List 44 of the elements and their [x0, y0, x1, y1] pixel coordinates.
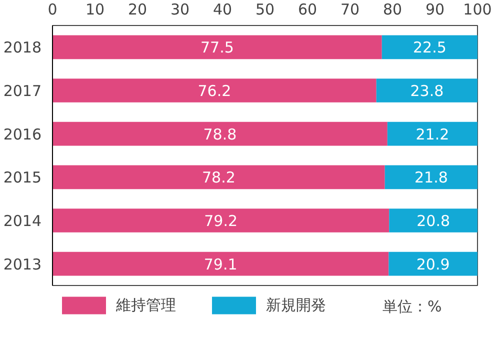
x-tick-label: 90: [425, 0, 445, 18]
bar: [52, 208, 390, 232]
y-tick-label: 2018: [3, 38, 42, 57]
bar: [52, 78, 376, 102]
x-tick-label: 40: [212, 0, 232, 18]
bar: [382, 35, 478, 60]
bar: [389, 208, 478, 232]
data-label: 76.2: [198, 82, 232, 100]
x-tick-label: 0: [48, 0, 58, 18]
y-tick-label: 2017: [3, 82, 42, 100]
x-tick-label: 80: [382, 0, 402, 18]
data-label: 22.5: [412, 38, 446, 57]
bar: [388, 252, 478, 276]
data-label: 79.2: [204, 212, 238, 230]
x-tick-label: 10: [85, 0, 105, 18]
data-label: 23.8: [410, 82, 444, 100]
x-tick-label: 60: [298, 0, 318, 18]
bar: [384, 165, 478, 190]
y-tick-label: 2015: [3, 168, 42, 187]
text: 単位：%: [382, 298, 442, 316]
data-label: 78.2: [202, 168, 236, 187]
data-label: 20.9: [416, 255, 450, 274]
x-tick-label: 20: [128, 0, 148, 18]
legend-label: 新規開発: [266, 296, 326, 314]
bar: [52, 35, 382, 60]
y-tick-label: 2014: [3, 212, 42, 230]
data-label: 20.8: [416, 212, 450, 230]
x-tick-label: 30: [170, 0, 190, 18]
x-tick-label: 100: [463, 0, 492, 18]
data-label: 78.8: [203, 125, 237, 144]
x-tick-label: 50: [255, 0, 275, 18]
bar: [52, 122, 388, 146]
y-tick-label: 2013: [3, 255, 42, 274]
bar: [52, 165, 385, 190]
bar: [376, 78, 478, 102]
data-label: 79.1: [204, 255, 238, 274]
legend-label: 維持管理: [116, 296, 176, 314]
y-tick-label: 2016: [3, 125, 42, 144]
data-label: 77.5: [200, 38, 234, 57]
bar: [52, 252, 389, 276]
data-label: 21.2: [416, 125, 450, 144]
bar: [387, 122, 478, 146]
data-label: 21.8: [414, 168, 448, 187]
x-tick-label: 70: [340, 0, 360, 18]
